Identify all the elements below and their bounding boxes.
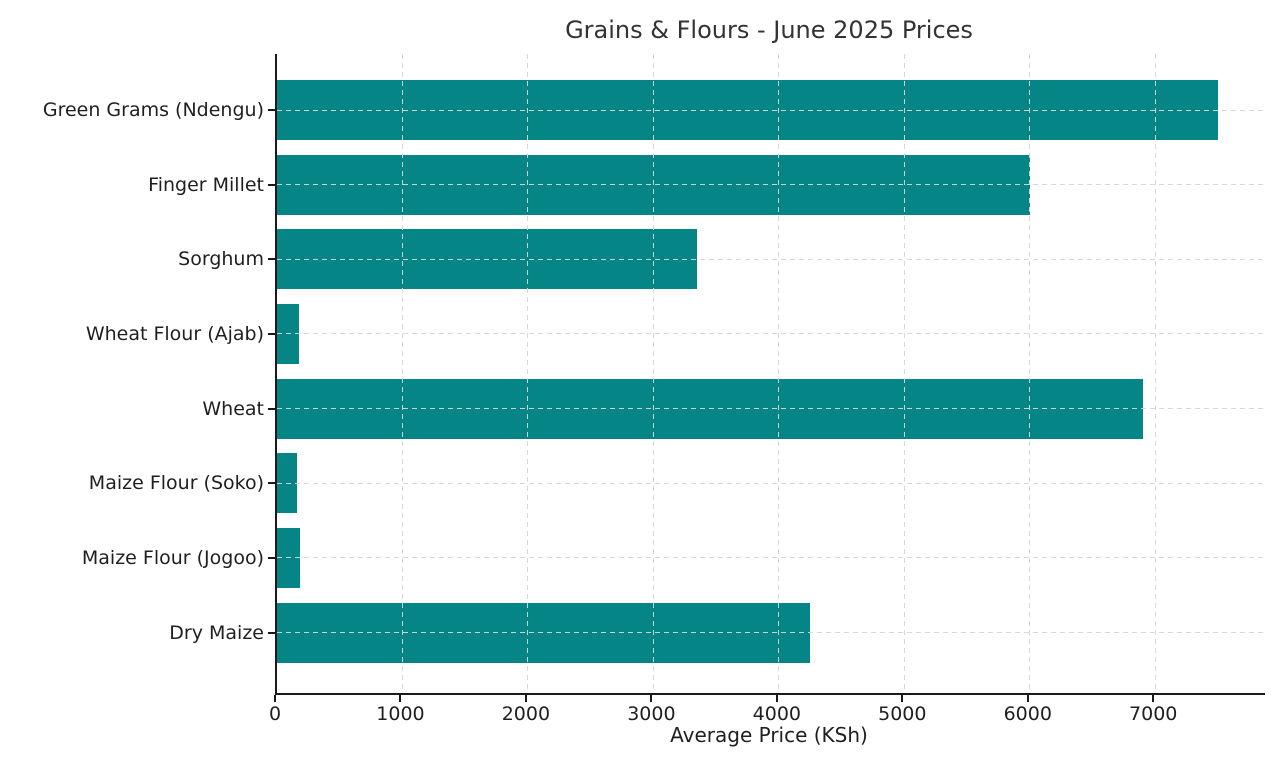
- plot-area: [275, 54, 1265, 695]
- y-category-label: Wheat: [202, 397, 264, 420]
- x-tick-mark: [1026, 695, 1029, 702]
- y-category-label: Wheat Flour (Ajab): [85, 322, 264, 345]
- gridline-vertical: [903, 54, 905, 693]
- gridline-horizontal: [277, 184, 1265, 186]
- gridline-horizontal: [277, 408, 1265, 410]
- x-tick-label: 5000: [878, 703, 927, 725]
- x-tick-label: 3000: [627, 703, 676, 725]
- y-tick-mark: [268, 556, 275, 559]
- x-tick-mark: [650, 695, 653, 702]
- x-tick-label: 6000: [1003, 703, 1052, 725]
- gridline-horizontal: [277, 557, 1265, 559]
- y-category-label: Green Grams (Ndengu): [42, 99, 264, 121]
- x-tick-mark: [775, 695, 778, 702]
- x-tick-mark: [901, 695, 904, 702]
- gridline-horizontal: [277, 632, 1265, 634]
- y-category-label: Finger Millet: [148, 173, 264, 196]
- y-tick-mark: [268, 482, 275, 485]
- x-tick-mark: [274, 695, 276, 702]
- x-tick-label: 1000: [376, 703, 425, 725]
- gridline-horizontal: [277, 109, 1265, 111]
- y-category-label: Dry Maize: [169, 621, 264, 644]
- y-tick-mark: [268, 407, 275, 410]
- gridline-vertical: [527, 54, 529, 693]
- gridline-vertical: [778, 54, 780, 693]
- gridline-vertical: [652, 54, 654, 693]
- y-category-label: Sorghum: [178, 248, 264, 271]
- y-tick-mark: [268, 631, 275, 634]
- gridline-horizontal: [277, 258, 1265, 260]
- y-tick-mark: [268, 258, 275, 261]
- y-category-label: Maize Flour (Jogoo): [81, 546, 264, 569]
- y-tick-mark: [268, 332, 275, 335]
- x-tick-mark: [1152, 695, 1155, 702]
- y-category-label: Maize Flour (Soko): [88, 472, 264, 495]
- y-tick-mark: [268, 183, 275, 186]
- x-tick-mark: [399, 695, 402, 702]
- x-axis-label: Average Price (KSh): [670, 723, 868, 747]
- x-tick-label: 0: [268, 703, 282, 725]
- gridline-vertical: [1029, 54, 1031, 693]
- gridline-vertical: [401, 54, 403, 693]
- gridline-horizontal: [277, 482, 1265, 484]
- gridline-vertical: [1154, 54, 1156, 693]
- x-tick-label: 4000: [752, 703, 801, 725]
- x-tick-label: 7000: [1129, 703, 1178, 725]
- y-tick-mark: [268, 109, 275, 111]
- x-tick-mark: [524, 695, 527, 702]
- chart-title: Grains & Flours - June 2025 Prices: [565, 16, 973, 44]
- x-tick-label: 2000: [501, 703, 551, 725]
- gridline-horizontal: [277, 333, 1265, 335]
